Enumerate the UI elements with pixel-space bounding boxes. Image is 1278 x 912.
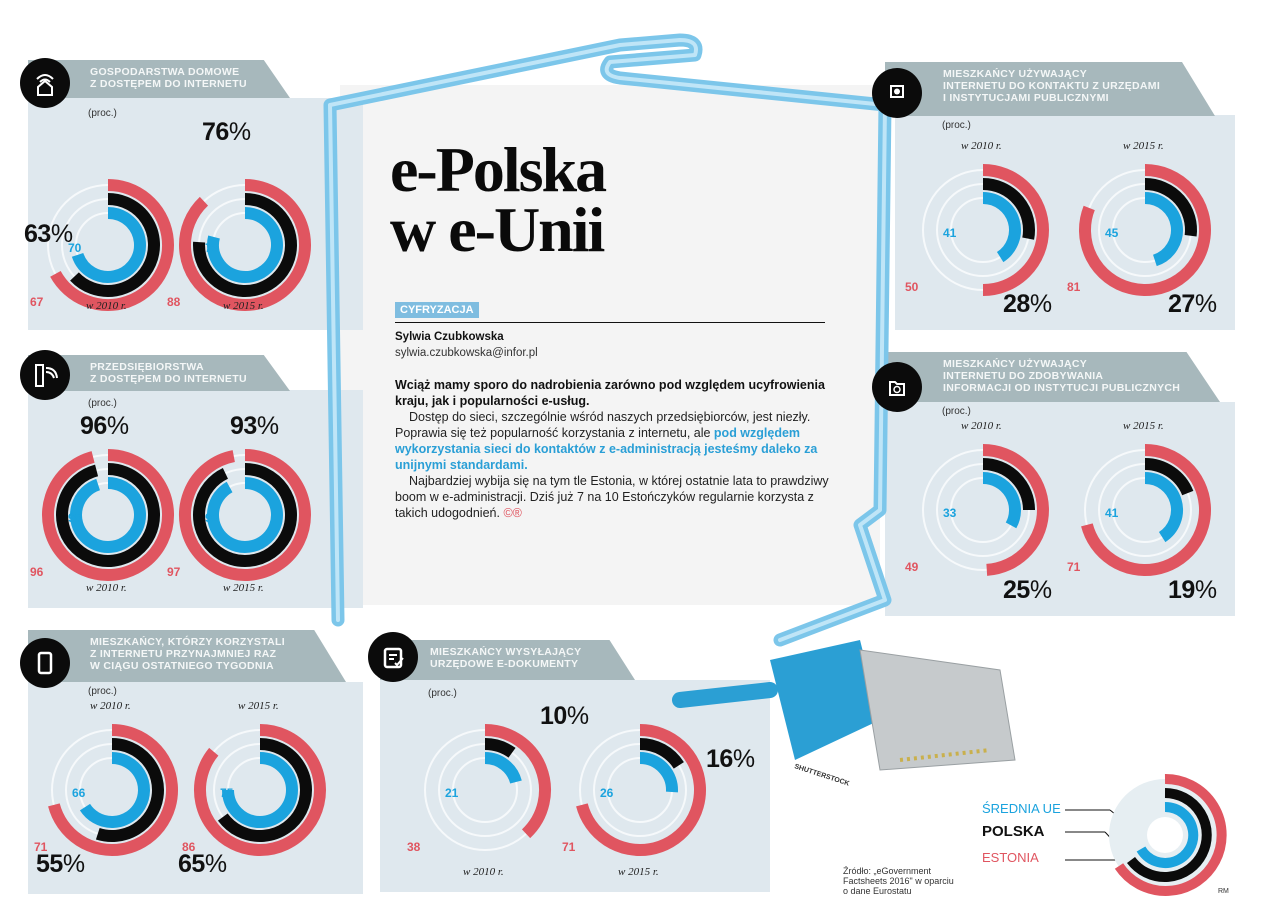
year-label: w 2015 r.	[1123, 140, 1164, 152]
document-check-icon	[368, 632, 418, 682]
year-label: w 2015 r.	[223, 582, 264, 594]
estonia-value: 88	[167, 295, 181, 309]
folder-shield-icon	[872, 362, 922, 412]
poland-value: 28%	[1003, 290, 1052, 318]
year-label: w 2015 r.	[223, 300, 264, 312]
poland-value: 65%	[178, 850, 227, 878]
unit-label: (proc.)	[88, 398, 117, 409]
estonia-value: 38	[407, 840, 421, 854]
panel-info-institutions-title: MIESZKAŃCY UŻYWAJĄCY INTERNETU DO ZDOBYWA…	[885, 352, 1220, 402]
estonia-value: 96	[30, 565, 44, 579]
poland-value: 63%	[24, 220, 73, 248]
source-note: Źródło: „eGovernment Factsheets 2016" w …	[843, 866, 954, 896]
legend-ring-chart	[1065, 773, 1227, 896]
ring-chart-2010	[922, 164, 1049, 296]
legend-estonia: ESTONIA	[982, 850, 1039, 865]
ring-chart-2010	[42, 449, 175, 581]
photo-credit: SHUTTERSTOCK	[793, 763, 851, 788]
poland-value: 93%	[230, 412, 279, 440]
eu-value: 70	[68, 241, 82, 255]
year-label: w 2010 r.	[90, 700, 131, 712]
ring-chart-2010	[48, 724, 178, 856]
divider	[395, 322, 825, 323]
estonia-value: 67	[30, 295, 44, 309]
unit-label: (proc.)	[428, 688, 457, 699]
estonia-value: 49	[905, 560, 919, 574]
year-label: w 2010 r.	[961, 420, 1002, 432]
poland-value: 96%	[80, 412, 129, 440]
headline: e-Polska w e-Unii	[390, 134, 607, 265]
poland-value: 25%	[1003, 576, 1052, 604]
article-paragraph-1: Dostęp do sieci, szczególnie wśród naszy…	[395, 410, 818, 472]
eu-value: 95	[68, 511, 82, 525]
author-name: Sylwia Czubkowska	[395, 331, 504, 343]
unit-label: (proc.)	[942, 406, 971, 417]
article-paragraph-2: Najbardziej wybija się na tym tle Estoni…	[395, 474, 829, 520]
eu-value: 79	[205, 241, 219, 255]
headline-line-1: e-Polska	[390, 134, 607, 205]
estonia-value: 97	[167, 565, 181, 579]
year-label: w 2015 r.	[1123, 420, 1164, 432]
eu-value: 33	[943, 506, 957, 520]
eu-value: 45	[1105, 226, 1119, 240]
panel-weekly-users-title: MIESZKAŃCY, KTÓRZY KORZYSTALI Z INTERNETU…	[28, 630, 346, 682]
author-email[interactable]: sylwia.czubkowska@infor.pl	[395, 347, 538, 359]
legend-poland: POLSKA	[982, 823, 1045, 840]
poland-value: 10%	[540, 702, 589, 730]
ring-chart-2010	[922, 444, 1049, 576]
ring-chart-2015	[194, 724, 326, 856]
eu-value: 26	[600, 786, 614, 800]
estonia-value: 50	[905, 280, 919, 294]
smartphone-icon	[20, 638, 70, 688]
panel-enterprises-title: PRZEDSIĘBIORSTWA Z DOSTĘPEM DO INTERNETU	[28, 355, 290, 391]
building-wifi-icon	[20, 350, 70, 400]
year-label: w 2010 r.	[86, 582, 127, 594]
section-tag: CYFRYZACJA	[395, 302, 479, 318]
panel-e-documents-title: MIESZKAŃCY WYSYŁAJĄCY URZĘDOWE E-DOKUMENT…	[380, 640, 635, 680]
year-label: w 2010 r.	[463, 866, 504, 878]
unit-label: (proc.)	[88, 686, 117, 697]
estonia-value: 71	[1067, 560, 1081, 574]
eu-value: 75	[220, 786, 234, 800]
poland-value: 76%	[202, 118, 251, 146]
article-body: Wciąż mamy sporo do nadrobienia zarówno …	[395, 377, 835, 521]
legend-eu: ŚREDNIA UE	[982, 801, 1061, 816]
poland-value: 27%	[1168, 290, 1217, 318]
unit-label: (proc.)	[88, 108, 117, 119]
headline-line-2: w e-Unii	[390, 194, 605, 265]
year-label: w 2010 r.	[961, 140, 1002, 152]
ring-chart-2015	[178, 449, 311, 581]
author-initials: RM	[1218, 888, 1229, 895]
year-label: w 2015 r.	[238, 700, 279, 712]
poland-value: 55%	[36, 850, 85, 878]
ring-chart-2010	[47, 179, 174, 311]
eu-value: 66	[72, 786, 86, 800]
monitor-chat-icon	[872, 68, 922, 118]
estonia-value: 86	[182, 840, 196, 854]
unit-label: (proc.)	[942, 120, 971, 131]
end-mark-icon: ©®	[503, 506, 522, 520]
eu-value: 41	[1105, 506, 1119, 520]
eu-value: 21	[445, 786, 459, 800]
estonia-value: 71	[562, 840, 576, 854]
estonia-value: 71	[34, 840, 48, 854]
year-label: w 2015 r.	[618, 866, 659, 878]
ring-chart-2015	[576, 724, 706, 856]
poland-value: 16%	[706, 745, 755, 773]
ring-chart-2010	[424, 724, 551, 851]
article-lead: Wciąż mamy sporo do nadrobienia zarówno …	[395, 378, 825, 408]
panel-contact-offices-title: MIESZKAŃCY UŻYWAJĄCY INTERNETU DO KONTAKT…	[885, 62, 1215, 116]
panel-households-title: GOSPODARSTWA DOMOWE Z DOSTĘPEM DO INTERNE…	[28, 60, 290, 98]
home-wifi-icon	[20, 58, 70, 108]
ring-chart-2015	[1079, 164, 1211, 296]
eu-value: 92	[205, 511, 219, 525]
ring-chart-2015	[1081, 444, 1211, 576]
poland-value: 19%	[1168, 576, 1217, 604]
year-label: w 2010 r.	[86, 300, 127, 312]
eu-value: 41	[943, 226, 957, 240]
ring-chart-2015	[179, 179, 311, 311]
estonia-value: 81	[1067, 280, 1081, 294]
